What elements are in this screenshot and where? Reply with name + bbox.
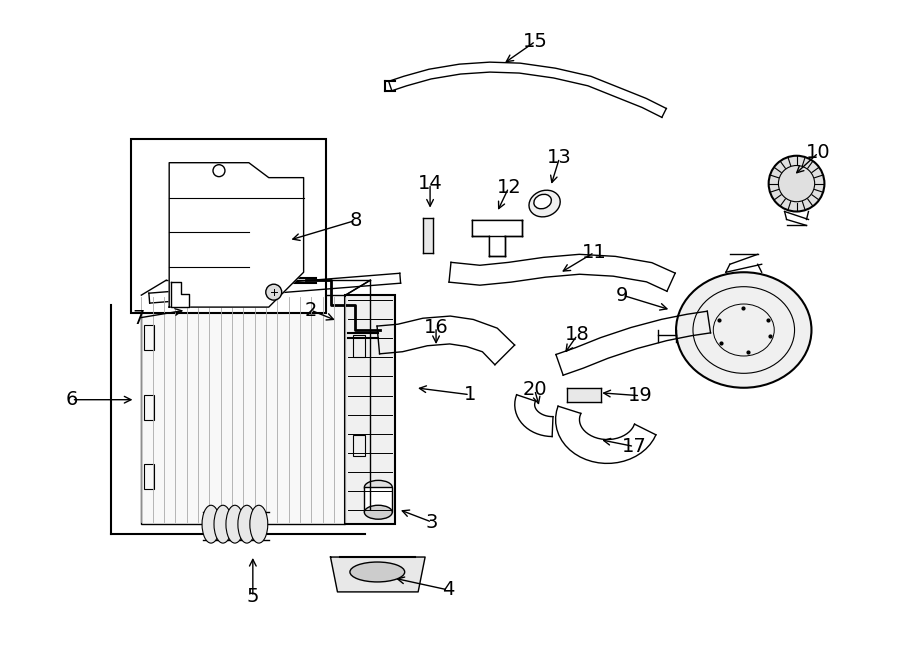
Text: 11: 11 (582, 243, 607, 262)
Bar (490, 235, 504, 255)
Text: 4: 4 (442, 580, 454, 600)
Text: 13: 13 (547, 148, 572, 167)
Bar (354, 335, 365, 357)
Ellipse shape (364, 481, 392, 494)
Text: 7: 7 (132, 309, 145, 328)
Polygon shape (423, 219, 433, 253)
Ellipse shape (226, 505, 244, 543)
Bar (131, 139, 326, 313)
Text: 1: 1 (464, 385, 476, 405)
Ellipse shape (238, 505, 256, 543)
Bar (144, 395, 154, 420)
Bar (291, 264, 302, 272)
Text: 3: 3 (426, 513, 438, 531)
Circle shape (769, 156, 824, 212)
Polygon shape (566, 388, 601, 402)
Text: 15: 15 (523, 32, 548, 51)
Ellipse shape (676, 272, 812, 388)
Ellipse shape (529, 190, 560, 217)
Ellipse shape (214, 505, 232, 543)
Ellipse shape (353, 338, 374, 350)
Ellipse shape (350, 562, 405, 582)
Text: 10: 10 (806, 143, 831, 162)
Text: 17: 17 (622, 437, 646, 456)
Bar (346, 295, 395, 524)
Text: 20: 20 (522, 380, 547, 399)
Polygon shape (169, 163, 303, 307)
Bar (144, 325, 154, 350)
Text: 9: 9 (616, 286, 628, 305)
Ellipse shape (364, 505, 392, 519)
Text: 12: 12 (497, 178, 521, 197)
Ellipse shape (534, 194, 552, 209)
Polygon shape (171, 282, 189, 307)
Text: 19: 19 (628, 386, 652, 405)
Text: 14: 14 (418, 174, 443, 193)
Text: 2: 2 (304, 301, 317, 319)
Ellipse shape (250, 505, 268, 543)
Circle shape (266, 284, 282, 300)
Text: 18: 18 (565, 325, 590, 344)
Text: 16: 16 (424, 317, 448, 336)
Bar (144, 465, 154, 489)
Text: 6: 6 (66, 390, 77, 409)
Ellipse shape (202, 505, 220, 543)
Text: 5: 5 (247, 588, 259, 606)
Polygon shape (330, 557, 425, 592)
Text: 8: 8 (349, 211, 362, 230)
Bar (472, 221, 521, 235)
Bar (364, 487, 392, 512)
Bar (141, 295, 346, 524)
Bar (354, 434, 365, 457)
